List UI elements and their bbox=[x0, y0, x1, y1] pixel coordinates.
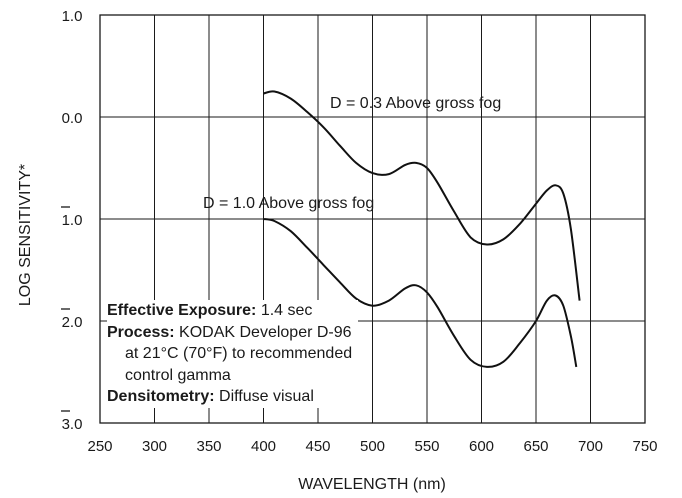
x-tick-label: 450 bbox=[305, 438, 330, 455]
y-tick-label: 0.0 bbox=[62, 110, 83, 127]
exposure-line: Effective Exposure: 1.4 sec bbox=[107, 300, 352, 322]
series-line-2 bbox=[263, 218, 578, 368]
y-axis-label: LOG SENSITIVITY* bbox=[17, 164, 34, 306]
curves bbox=[263, 90, 581, 368]
process-line-3: control gamma bbox=[125, 366, 231, 384]
densitometry-label: Densitometry: bbox=[107, 388, 215, 405]
x-tick-label: 350 bbox=[196, 438, 221, 455]
x-tick-label: 400 bbox=[251, 438, 276, 455]
densitometry-value: Diffuse visual bbox=[214, 388, 314, 405]
series-line-1 bbox=[263, 90, 581, 301]
densitometry-line: Densitometry: Diffuse visual bbox=[107, 386, 352, 408]
x-tick-label: 300 bbox=[142, 438, 167, 455]
x-tick-label: 250 bbox=[87, 438, 112, 455]
plot-frame bbox=[99, 14, 646, 424]
process-line: Process: KODAK Developer D-96 bbox=[107, 322, 352, 344]
y-tick-label: 2.0 bbox=[62, 314, 83, 331]
x-tick-label: 500 bbox=[360, 438, 385, 455]
series2-label: D = 1.0 Above gross fog bbox=[203, 195, 374, 212]
exposure-label: Effective Exposure: bbox=[107, 302, 257, 319]
process-line-2: at 21°C (70°F) to recommended bbox=[125, 345, 353, 362]
tick-labels: 250 300 350 400 450 500 550 600 650 700 750 1.0 0.0 1… bbox=[61, 8, 658, 455]
x-tick-label: 650 bbox=[523, 438, 548, 455]
x-tick-label: 750 bbox=[632, 438, 657, 455]
y-tick-label: 1.0 bbox=[62, 212, 83, 229]
x-axis-label: WAVELENGTH (nm) bbox=[298, 476, 446, 493]
x-tick-label: 600 bbox=[469, 438, 494, 455]
y-tick-label: 1.0 bbox=[62, 8, 83, 25]
x-tick-label: 550 bbox=[414, 438, 439, 455]
process-label: Process: bbox=[107, 323, 175, 341]
series1-label: D = 0.3 Above gross fog bbox=[330, 95, 501, 112]
y-tick-label: 3.0 bbox=[62, 416, 83, 433]
process-value: KODAK Developer D-96 bbox=[174, 323, 352, 341]
exposure-value: 1.4 sec bbox=[256, 302, 313, 319]
exposure-notes: Effective Exposure: 1.4 sec Process: KOD… bbox=[107, 300, 359, 408]
x-tick-label: 700 bbox=[578, 438, 603, 455]
